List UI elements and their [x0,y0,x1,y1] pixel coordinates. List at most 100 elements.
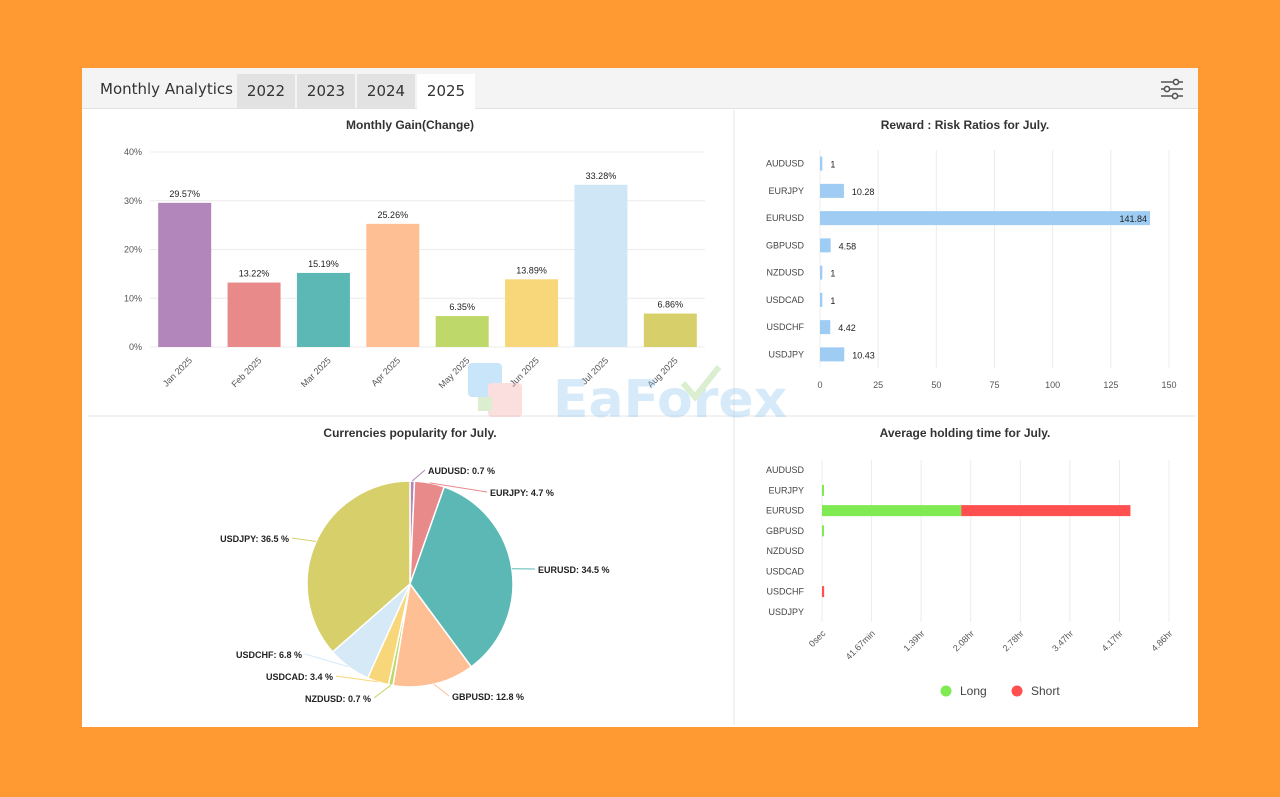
chart1-ytick: 10% [124,293,142,303]
chart2-data-label: 141.84 [1119,214,1147,224]
sliders-icon[interactable] [1160,78,1184,100]
chart3-slice-label: EURUSD: 34.5 % [538,565,610,575]
chart4-legend-label: Long [960,684,987,698]
chart4-ytick: USDJPY [768,607,804,617]
chart4-legend-label: Short [1031,684,1060,698]
chart3-slice-label: AUDUSD: 0.7 % [428,466,495,476]
chart2-bar [820,156,823,171]
chart4-xtick: 0sec [807,628,828,649]
chart1-data-label: 33.28% [586,171,617,181]
chart3-leader-line [429,482,488,493]
chart4-xtick: 4.17hr [1100,628,1125,653]
chart1-ytick: 0% [129,342,142,352]
chart2-xtick: 0 [817,380,822,390]
chart1-data-label: 13.22% [239,269,270,279]
chart1-bar [296,272,350,347]
chart3-slice-label: USDJPY: 36.5 % [220,534,289,544]
chart2-data-label: 4.58 [839,241,857,251]
chart2-ytick: NZDUSD [767,268,805,278]
chart4-ytick: EURJPY [768,485,804,495]
chart2-bar [820,292,823,307]
chart2-bar [820,347,845,362]
chart2-xtick: 25 [873,380,883,390]
chart1-ytick: 20% [124,245,142,255]
chart1-data-label: 13.89% [516,265,547,275]
chart2-ytick: EURUSD [766,213,805,223]
chart4-ytick: USDCAD [766,566,805,576]
chart4-bar [822,505,962,517]
chart1-xtick: Jan 2025 [161,355,194,388]
tab-2023[interactable]: 2023 [297,74,355,108]
chart1-bar [643,313,697,347]
chart2-data-label: 10.43 [852,350,875,360]
chart2-data-label: 1 [830,269,835,279]
chart2-xtick: 125 [1103,380,1118,390]
chart4-bar [961,505,1131,517]
chart2-title: Reward : Risk Ratios for July. [881,118,1050,132]
chart4-bar [822,525,824,537]
chart2-ytick: USDCHF [767,322,805,332]
chart4-bar [822,484,824,496]
chart4-xtick: 41.67min [844,628,877,661]
chart2-ytick: USDJPY [768,349,804,359]
chart3-slice-label: USDCHF: 6.8 % [236,650,302,660]
chart3-slice-label: USDCAD: 3.4 % [266,672,333,682]
chart1-ytick: 30% [124,196,142,206]
chart4-xtick: 1.39hr [901,628,926,653]
chart2-bar [820,320,831,335]
chart3-slice [409,485,514,668]
chart4-xtick: 3.47hr [1050,628,1075,653]
chart4-bar [822,586,825,598]
chart2-bar [820,265,823,280]
chart4-ytick: EURUSD [766,506,805,516]
chart2-xtick: 75 [989,380,999,390]
watermark-text: EaForex [553,370,787,430]
tab-2024[interactable]: 2024 [357,74,415,108]
chart2-ytick: EURJPY [768,186,804,196]
page-title: Monthly Analytics [100,80,233,98]
chart1-bar [227,282,281,347]
chart2-ytick: USDCAD [766,295,805,305]
chart3-leader-line [433,683,450,697]
chart1-bar [435,316,489,347]
chart1-bar [366,223,420,347]
chart1-bar [158,202,212,347]
chart3-leader-line [411,469,426,482]
chart1-title: Monthly Gain(Change) [346,118,474,132]
chart2-data-label: 10.28 [852,187,875,197]
chart4-legend-marker [940,685,952,697]
chart2-xtick: 150 [1161,380,1176,390]
chart2-data-label: 1 [830,296,835,306]
chart1-data-label: 29.57% [169,189,200,199]
analytics-panel: Monthly Analytics 2022 2023 2024 2025 [82,68,1198,727]
chart1-ytick: 40% [124,147,142,157]
eaforex-watermark-logo: EaForex [468,363,787,430]
chart3-slice-label: NZDUSD: 0.7 % [305,694,371,704]
chart1-xtick: Apr 2025 [369,355,402,388]
chart2-xtick: 100 [1045,380,1060,390]
chart4-ytick: AUDUSD [766,465,805,475]
chart1-data-label: 6.35% [449,302,475,312]
chart3-title: Currencies popularity for July. [323,426,496,440]
chart1-data-label: 6.86% [658,300,684,310]
chart4-xtick: 2.08hr [951,628,976,653]
panel-header: Monthly Analytics 2022 2023 2024 2025 [82,68,1198,109]
chart2-xtick: 50 [931,380,941,390]
chart4-title: Average holding time for July. [880,426,1051,440]
chart2-data-label: 1 [830,160,835,170]
tab-2025[interactable]: 2025 [417,74,475,109]
chart2-ytick: AUDUSD [766,159,805,169]
chart3-leader-line [335,675,378,683]
chart1-data-label: 15.19% [308,259,339,269]
chart4-ytick: NZDUSD [767,546,805,556]
chart2-bar [820,211,1151,226]
chart1-bar [505,279,559,347]
chart2-data-label: 4.42 [838,323,856,333]
chart4-ytick: GBPUSD [766,526,805,536]
chart4-xtick: 2.78hr [1001,628,1026,653]
chart3-slice-label: GBPUSD: 12.8 % [452,692,524,702]
chart2-bar [820,183,844,198]
tab-2022[interactable]: 2022 [237,74,295,108]
chart1-xtick: Feb 2025 [230,355,264,389]
